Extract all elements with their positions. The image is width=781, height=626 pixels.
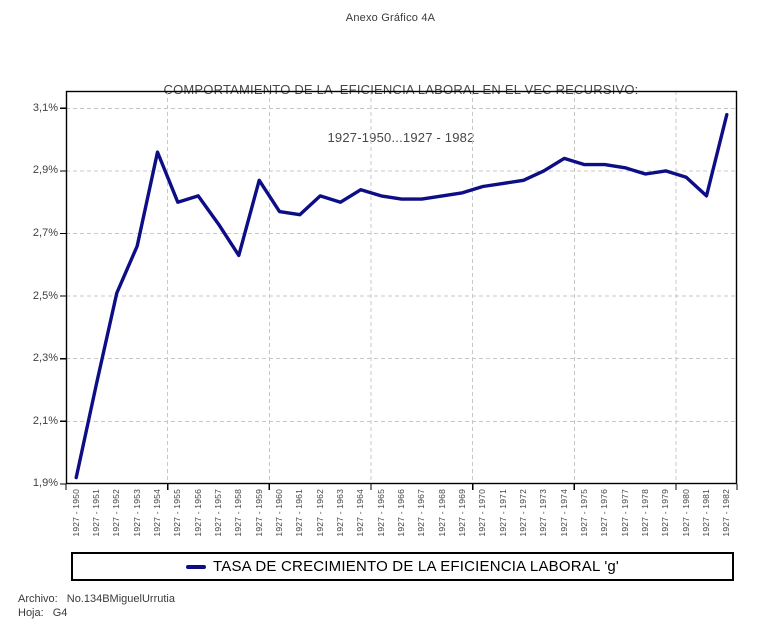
x-tick-label: 1927 - 1952 bbox=[111, 489, 122, 537]
x-tick-label: 1927 - 1959 bbox=[253, 489, 264, 537]
legend-line-icon bbox=[186, 564, 206, 569]
x-tick-label: 1927 - 1950 bbox=[70, 489, 81, 537]
y-tick-label: 2,7% bbox=[32, 227, 58, 239]
footer: Archivo: No.134BMiguelUrrutia Hoja: G4 bbox=[18, 592, 175, 620]
x-tick-label: 1927 - 1954 bbox=[152, 489, 162, 537]
footer-hoja-label: Hoja: bbox=[18, 607, 44, 619]
y-tick-label: 3,1% bbox=[32, 101, 58, 114]
x-tick-label: 1927 - 1969 bbox=[457, 489, 467, 537]
x-tick-label: 1927 - 1975 bbox=[579, 489, 589, 537]
x-tick-label: 1927 - 1973 bbox=[538, 489, 549, 537]
x-tick-label: 1927 - 1980 bbox=[680, 489, 691, 537]
x-tick-label: 1927 - 1965 bbox=[375, 489, 386, 537]
x-tick-label: 1927 - 1979 bbox=[660, 489, 671, 537]
x-tick-label: 1927 - 1966 bbox=[396, 489, 406, 537]
y-tick-label: 2,1% bbox=[32, 414, 58, 427]
legend-label: TASA DE CRECIMIENTO DE LA EFICIENCIA LAB… bbox=[213, 558, 619, 575]
plot-border bbox=[65, 90, 738, 485]
legend: TASA DE CRECIMIENTO DE LA EFICIENCIA LAB… bbox=[71, 552, 734, 581]
x-tick-label: 1927 - 1958 bbox=[233, 489, 244, 537]
x-tick-label: 1927 - 1972 bbox=[518, 489, 528, 537]
footer-hoja-value: G4 bbox=[52, 607, 68, 619]
plot-area bbox=[60, 90, 738, 490]
footer-archivo: Archivo: No.134BMiguelUrrutia bbox=[18, 592, 175, 606]
y-tick-label: 2,5% bbox=[32, 289, 58, 302]
x-tick-label: 1927 - 1978 bbox=[640, 489, 650, 537]
x-tick-label: 1927 - 1968 bbox=[436, 489, 447, 537]
y-tick-label: 2,3% bbox=[32, 352, 58, 365]
x-tick-label: 1927 - 1964 bbox=[355, 489, 366, 537]
data-line bbox=[74, 112, 729, 480]
x-tick-label: 1927 - 1974 bbox=[558, 489, 569, 537]
x-tick-label: 1927 - 1967 bbox=[416, 489, 427, 537]
footer-hoja: Hoja: G4 bbox=[18, 606, 175, 620]
x-tick-label: 1927 - 1977 bbox=[619, 489, 630, 537]
x-tick-label: 1927 - 1963 bbox=[335, 489, 345, 537]
x-tick-label: 1927 - 1951 bbox=[91, 489, 101, 537]
x-tick-label: 1927 - 1960 bbox=[274, 489, 284, 537]
x-tick-label: 1927 - 1957 bbox=[213, 489, 223, 537]
page-title: Anexo Gráfico 4A bbox=[345, 12, 436, 24]
footer-archivo-value: No.134BMiguelUrrutia bbox=[66, 593, 175, 605]
x-tick-label: 1927 - 1970 bbox=[477, 489, 488, 537]
x-tick-label: 1927 - 1961 bbox=[294, 489, 305, 537]
y-tick-label: 1,9% bbox=[32, 477, 58, 490]
x-tick-label: 1927 - 1962 bbox=[314, 489, 325, 537]
x-tick-label: 1927 - 1956 bbox=[192, 489, 203, 537]
x-tick-label: 1927 - 1955 bbox=[172, 489, 183, 537]
x-tick-label: 1927 - 1982 bbox=[721, 489, 732, 537]
footer-archivo-label: Archivo: bbox=[18, 593, 58, 605]
chart-title-line2: 1927-1950...1927 - 1982 bbox=[327, 130, 475, 145]
x-tick-label: 1927 - 1981 bbox=[701, 489, 711, 537]
x-tick-label: 1927 - 1971 bbox=[497, 489, 508, 537]
chart-title: COMPORTAMIENTO DE LA EFICIENCIA LABORAL … bbox=[55, 50, 747, 178]
y-tick-label: 2,9% bbox=[32, 164, 58, 177]
chart-title-line1: COMPORTAMIENTO DE LA EFICIENCIA LABORAL … bbox=[163, 82, 639, 97]
x-tick-label: 1927 - 1976 bbox=[599, 489, 610, 537]
x-tick-label: 1927 - 1953 bbox=[131, 489, 142, 537]
